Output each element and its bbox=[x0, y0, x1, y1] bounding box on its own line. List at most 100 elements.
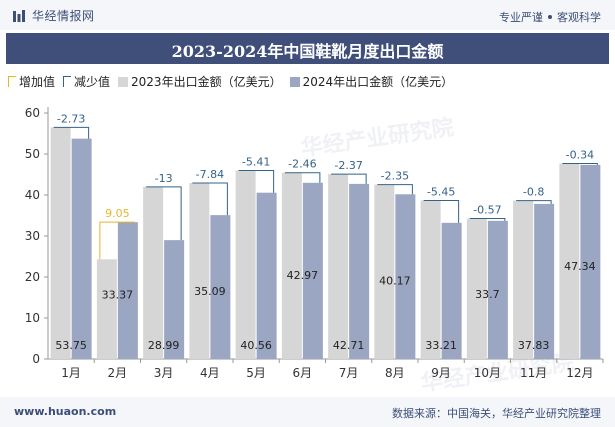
legend-label-decrease: 减少值 bbox=[74, 75, 111, 89]
value-label-2024: 35.09 bbox=[194, 285, 226, 298]
bar-2023 bbox=[420, 200, 441, 359]
increase-swatch-icon bbox=[8, 76, 16, 87]
value-label-2024: 40.17 bbox=[379, 275, 411, 288]
value-label-2024: 28.99 bbox=[148, 339, 180, 352]
bar-2023 bbox=[513, 200, 534, 359]
change-label: -7.84 bbox=[196, 168, 224, 181]
value-label-2024: 53.75 bbox=[55, 339, 87, 352]
change-bracket-decrease bbox=[469, 217, 506, 221]
bar-2024 bbox=[210, 215, 231, 359]
bar-2023 bbox=[50, 127, 71, 359]
bar-2023 bbox=[466, 218, 487, 359]
bar-2023 bbox=[235, 170, 256, 359]
x-tick-label: 12月 bbox=[566, 366, 593, 380]
change-bracket-decrease bbox=[423, 199, 460, 223]
change-label: -0.34 bbox=[566, 149, 594, 162]
change-label: -2.73 bbox=[57, 112, 85, 125]
value-label-2024: 33.7 bbox=[475, 288, 500, 301]
change-label: -5.45 bbox=[427, 185, 455, 198]
change-bracket-decrease bbox=[146, 186, 182, 241]
x-tick-label: 9月 bbox=[431, 366, 451, 380]
bar-2023 bbox=[559, 163, 580, 359]
change-bracket-decrease bbox=[331, 173, 367, 184]
y-tick-label: 40 bbox=[25, 188, 40, 202]
change-label: 9.05 bbox=[105, 207, 130, 220]
legend-label-2024: 2024年出口金额（亿美元） bbox=[302, 75, 454, 89]
x-tick-label: 1月 bbox=[61, 366, 81, 380]
y-tick-label: 60 bbox=[25, 106, 40, 120]
footer-source: 数据来源：中国海关，华经产业研究院整理 bbox=[392, 407, 601, 420]
bar-2024 bbox=[256, 192, 277, 359]
bar-2024 bbox=[534, 203, 555, 359]
legend-label-increase: 增加值 bbox=[19, 75, 56, 89]
x-tick-label: 6月 bbox=[293, 366, 313, 380]
bar-2024 bbox=[349, 183, 370, 359]
y-tick-label: 20 bbox=[25, 270, 40, 284]
legend-item-increase: 增加值 bbox=[8, 73, 55, 90]
tagline-left: 专业严谨 bbox=[499, 11, 543, 24]
legend-item-decrease: 减少值 bbox=[63, 73, 110, 90]
bar-2023 bbox=[143, 186, 164, 359]
brand-logo-icon bbox=[13, 9, 25, 22]
y-tick-label: 10 bbox=[25, 311, 40, 325]
series-2024-swatch-icon bbox=[289, 76, 300, 87]
value-label-2024: 33.37 bbox=[102, 289, 134, 302]
chart-legend: 增加值 减少值 2023年出口金额（亿美元） 2024年出口金额（亿美元） bbox=[8, 73, 461, 90]
change-label: -13 bbox=[155, 172, 173, 185]
legend-label-2023: 2023年出口金额（亿美元） bbox=[131, 75, 282, 89]
bar-2023 bbox=[189, 182, 210, 359]
change-label: -0.8 bbox=[523, 186, 544, 199]
y-tick-label: 30 bbox=[25, 229, 40, 243]
value-label-2024: 40.56 bbox=[240, 339, 272, 352]
value-label-2024: 33.21 bbox=[425, 339, 457, 352]
x-tick-label: 5月 bbox=[246, 366, 266, 380]
bar-2023 bbox=[96, 259, 117, 359]
tagline-right: 客观科学 bbox=[557, 11, 601, 24]
decrease-swatch-icon bbox=[63, 76, 72, 87]
brand-name: 华经情报网 bbox=[32, 9, 95, 23]
header-bar: 华经情报网 专业严谨 客观科学 bbox=[0, 0, 615, 30]
title-bar: 2023-2024年中国鞋靴月度出口金额 bbox=[6, 33, 609, 64]
footer-site: www.huaon.com bbox=[14, 405, 117, 418]
brand: 华经情报网 bbox=[12, 7, 95, 24]
change-bracket-decrease bbox=[238, 170, 275, 193]
change-label: -2.35 bbox=[381, 170, 409, 183]
bar-2023 bbox=[281, 172, 302, 359]
bar-2024 bbox=[71, 138, 92, 359]
bar-chart: 0 10 20 30 40 50 60 -2.73 53.75 1月 9.05 33.37 2月 -13 2… bbox=[25, 106, 604, 380]
legend-item-2024: 2024年出口金额（亿美元） bbox=[289, 73, 454, 90]
footer-bar: www.huaon.com 数据来源：中国海关，华经产业研究院整理 bbox=[0, 397, 615, 427]
change-label: -2.37 bbox=[334, 159, 362, 172]
change-bracket-decrease bbox=[562, 163, 598, 165]
bar-2024 bbox=[441, 222, 462, 359]
x-tick-label: 7月 bbox=[339, 366, 359, 380]
change-label: -0.57 bbox=[473, 203, 501, 216]
y-tick-label: 0 bbox=[32, 352, 40, 366]
legend-item-2023: 2023年出口金额（亿美元） bbox=[118, 73, 282, 90]
tagline: 专业严谨 客观科学 bbox=[499, 9, 601, 25]
change-bracket-decrease bbox=[53, 126, 90, 139]
series-2023-swatch-icon bbox=[118, 76, 129, 87]
value-label-2024: 37.83 bbox=[518, 339, 550, 352]
x-tick-label: 10月 bbox=[474, 366, 501, 380]
change-label: -5.41 bbox=[242, 156, 270, 169]
x-tick-label: 4月 bbox=[200, 366, 220, 380]
change-bracket-decrease bbox=[516, 200, 552, 204]
bar-2023 bbox=[328, 174, 349, 359]
bar-2024 bbox=[580, 164, 601, 359]
value-label-2024: 42.71 bbox=[333, 339, 365, 352]
change-bracket-decrease bbox=[284, 172, 321, 183]
tagline-dot-icon bbox=[548, 15, 552, 19]
bar-2024 bbox=[395, 194, 416, 359]
change-bracket-decrease bbox=[192, 182, 228, 216]
x-tick-label: 2月 bbox=[108, 366, 128, 380]
bar-2023 bbox=[374, 184, 395, 359]
bar-2024 bbox=[164, 240, 185, 359]
change-bracket-increase bbox=[99, 221, 135, 260]
change-label: -2.46 bbox=[288, 158, 316, 171]
x-tick-label: 11月 bbox=[520, 366, 547, 380]
bar-2024 bbox=[302, 182, 323, 359]
bar-2024 bbox=[487, 220, 508, 359]
x-tick-label: 8月 bbox=[385, 366, 405, 380]
value-label-2024: 42.97 bbox=[287, 269, 319, 282]
